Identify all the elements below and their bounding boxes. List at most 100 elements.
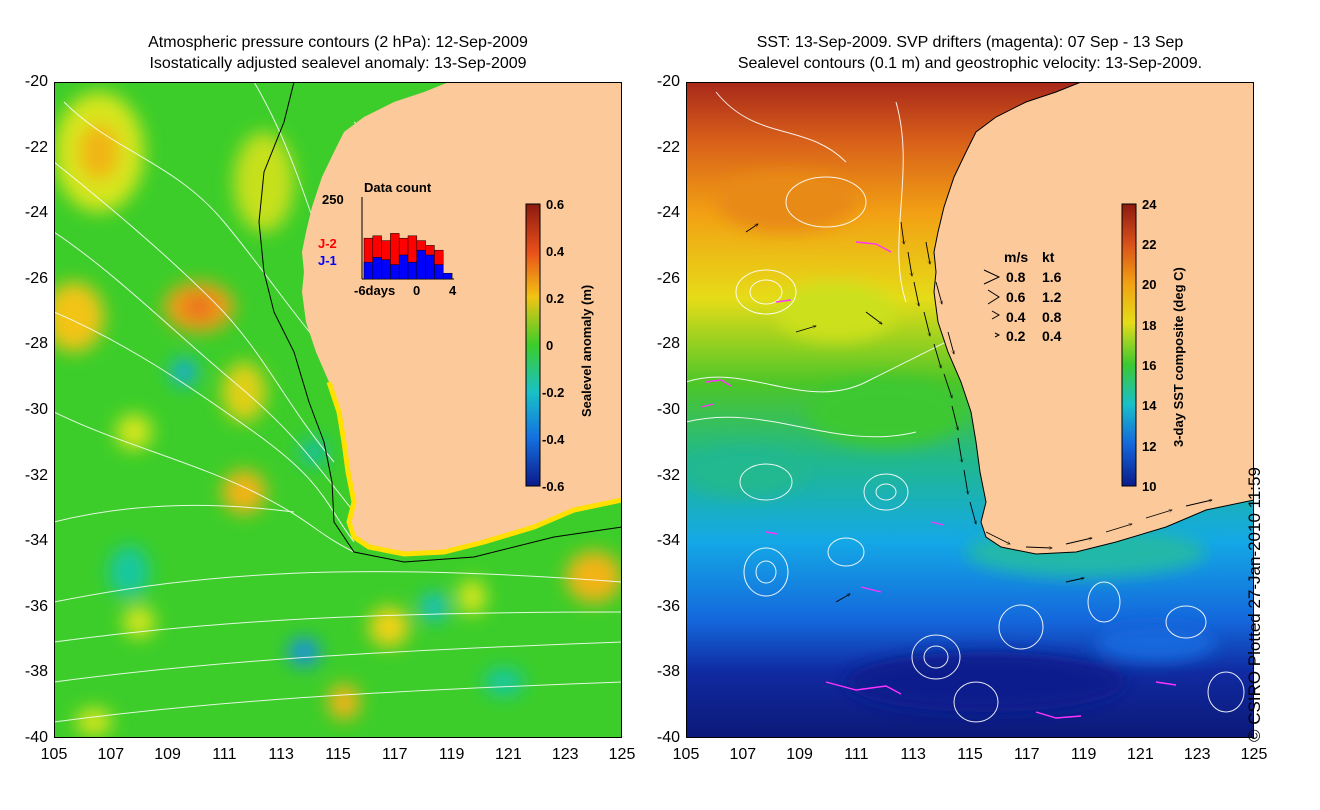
right-y-tick-2: -24 xyxy=(656,204,680,222)
left-x-tick-1: 107 xyxy=(97,746,125,763)
leeuwin-current-arrows xyxy=(745,221,1212,603)
legend-kt-2: 0.8 xyxy=(1042,309,1062,325)
left-y-tick-0: -20 xyxy=(24,73,48,90)
inset-bar-j1-9 xyxy=(442,272,453,280)
legend-header-kt: kt xyxy=(1042,249,1055,265)
inset-xmid: 0 xyxy=(413,283,420,298)
sst-tick-2: 20 xyxy=(1142,277,1156,292)
left-x-tick-8: 121 xyxy=(495,746,522,763)
right-y-tick-10: -40 xyxy=(656,729,680,746)
sl-tick-2: 0.2 xyxy=(546,291,564,306)
shelf-edge xyxy=(258,82,622,563)
left-x-tick-7: 119 xyxy=(438,746,465,763)
inset-bar-j1-2 xyxy=(381,259,391,280)
sst-colorbar: 24 22 20 18 16 14 12 10 3-day SST compos… xyxy=(1121,197,1186,494)
right-title-line1: SST: 13-Sep-2009. SVP drifters (magenta)… xyxy=(756,34,1184,51)
right-x-tick-3: 111 xyxy=(844,746,869,763)
right-y-tick-6: -32 xyxy=(656,466,680,484)
sst-colorbar-label: 3-day SST composite (deg C) xyxy=(1171,267,1186,447)
inset-bar-j1-3 xyxy=(390,264,400,280)
right-y-tick-0: -20 xyxy=(656,73,680,90)
right-y-tick-5: -30 xyxy=(656,401,680,418)
sl-tick-6: -0.6 xyxy=(542,479,564,494)
right-x-tick-7: 119 xyxy=(1070,746,1097,763)
legend-kt-3: 0.4 xyxy=(1042,328,1062,344)
right-x-tick-0: 105 xyxy=(672,746,700,763)
right-title: SST: 13-Sep-2009. SVP drifters (magenta)… xyxy=(686,32,1254,74)
coastal-band xyxy=(326,381,622,557)
right-x-tick-9: 123 xyxy=(1183,746,1211,763)
legend-arrow-0 xyxy=(983,269,1001,285)
left-y-tick-5: -30 xyxy=(24,401,48,418)
left-x-tick-4: 113 xyxy=(268,746,294,763)
inset-bar-j1-5 xyxy=(407,261,418,280)
inset-bar-j1-1 xyxy=(372,257,382,280)
sl-tick-4: -0.2 xyxy=(542,385,564,400)
legend-kt-1: 1.2 xyxy=(1042,289,1062,305)
left-y-tick-7: -34 xyxy=(24,532,48,550)
australia-land-right xyxy=(934,82,1254,554)
legend-ms-0: 0.8 xyxy=(1006,269,1026,285)
right-x-tick-1: 107 xyxy=(729,746,757,763)
left-y-tick-8: -36 xyxy=(24,597,48,615)
left-title: Atmospheric pressure contours (2 hPa): 1… xyxy=(54,32,622,74)
velocity-legend: m/s kt 0.8 1.6 0.6 1.2 0.4 0.8 0.2 0.4 xyxy=(983,249,1062,344)
inset-label-j1: J-1 xyxy=(318,253,337,268)
legend-arrow-2 xyxy=(991,310,1001,320)
right-y-tick-3: -26 xyxy=(656,269,680,287)
right-y-tick-1: -22 xyxy=(656,138,680,156)
sst-tick-1: 22 xyxy=(1142,237,1156,252)
sl-tick-1: 0.4 xyxy=(546,244,565,259)
right-x-tick-4: 113 xyxy=(900,746,926,763)
inset-xmin: -6days xyxy=(354,283,395,298)
inset-label-j2: J-2 xyxy=(318,236,337,251)
legend-arrow-1 xyxy=(987,289,1000,305)
left-y-tick-9: -38 xyxy=(24,663,48,681)
sl-tick-0: 0.6 xyxy=(546,197,564,212)
sst-tick-3: 18 xyxy=(1142,318,1156,333)
right-y-tick-7: -34 xyxy=(656,532,680,550)
right-x-tick-8: 121 xyxy=(1127,746,1154,763)
svp-drifter-tracks xyxy=(700,241,1177,719)
sst-tick-5: 14 xyxy=(1142,398,1157,413)
sl-tick-5: -0.4 xyxy=(542,432,565,447)
left-map[interactable]: Data count 250 J-2 J-1 -6days 0 4 0.6 0.… xyxy=(54,82,622,738)
left-y-tick-3: -26 xyxy=(24,269,48,287)
left-y-tick-6: -32 xyxy=(24,466,48,484)
legend-ms-2: 0.4 xyxy=(1006,309,1026,325)
sst-tick-0: 24 xyxy=(1142,197,1157,212)
legend-ms-1: 0.6 xyxy=(1006,289,1026,305)
inset-bar-j1-4 xyxy=(398,254,409,280)
right-title-line2: Sealevel contours (0.1 m) and geostrophi… xyxy=(737,55,1203,72)
right-x-tick-10: 125 xyxy=(1240,746,1268,763)
left-x-tick-6: 117 xyxy=(382,746,408,763)
inset-bar-j1-0 xyxy=(363,261,374,280)
left-x-tick-5: 115 xyxy=(325,746,351,763)
inset-title: Data count xyxy=(364,180,432,195)
sst-patches xyxy=(686,172,1216,712)
credit-text: © CSIRO Plotted 27-Jan-2010 11:59 xyxy=(1245,467,1264,742)
left-y-tick-1: -22 xyxy=(24,138,48,156)
right-x-tick-5: 115 xyxy=(957,746,983,763)
sst-tick-6: 12 xyxy=(1142,439,1156,454)
right-map[interactable]: m/s kt 0.8 1.6 0.6 1.2 0.4 0.8 0.2 0.4 xyxy=(686,82,1254,738)
legend-header-ms: m/s xyxy=(1004,249,1028,265)
data-count-inset: Data count 250 J-2 J-1 -6days 0 4 xyxy=(318,180,457,298)
inset-ymax: 250 xyxy=(322,192,344,207)
right-y-tick-9: -38 xyxy=(656,663,680,681)
left-y-tick-10: -40 xyxy=(24,729,48,746)
left-title-line1: Atmospheric pressure contours (2 hPa): 1… xyxy=(148,34,528,51)
coastline-right xyxy=(933,82,1254,555)
left-x-tick-0: 105 xyxy=(40,746,68,763)
australia-land xyxy=(302,82,622,554)
right-x-tick-2: 109 xyxy=(786,746,813,763)
left-y-tick-4: -28 xyxy=(24,335,48,353)
sst-tick-4: 16 xyxy=(1142,358,1156,373)
right-y-tick-8: -36 xyxy=(656,597,680,615)
legend-ms-3: 0.2 xyxy=(1006,328,1026,344)
sst-tick-7: 10 xyxy=(1142,479,1156,494)
inset-bar-j1-8 xyxy=(434,264,444,280)
sl-tick-3: 0 xyxy=(546,338,553,353)
sl-colorbar-label: Sealevel anomaly (m) xyxy=(579,285,594,417)
left-x-tick-2: 109 xyxy=(154,746,181,763)
